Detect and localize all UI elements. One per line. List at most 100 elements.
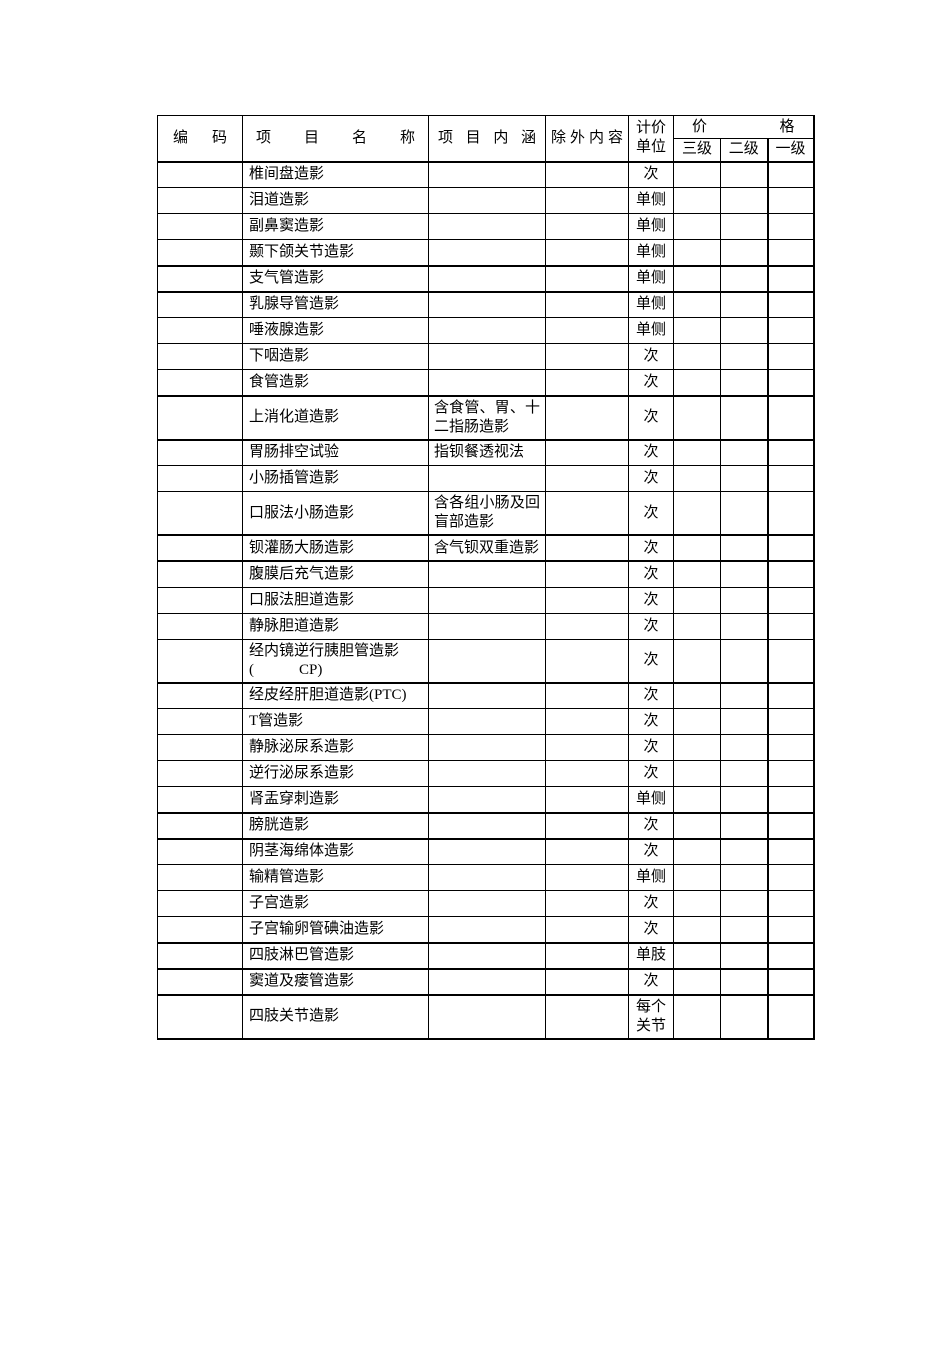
cell-price-level2 <box>720 811 768 839</box>
header-item-content: 项目内涵 <box>428 115 546 162</box>
cell-item-content <box>428 160 546 188</box>
table-row: 唾液腺造影 单侧 <box>157 317 815 344</box>
cell-exclusion <box>545 837 629 865</box>
header-row-main: 编码 项目名称 项目内涵 除外内容 计价单位 价格 <box>157 115 815 162</box>
cell-price-level1 <box>766 586 815 614</box>
cell-pricing-unit: 次 <box>628 160 674 188</box>
cell-item-name: 四肢淋巴管造影 <box>242 941 429 969</box>
cell-code <box>157 465 243 492</box>
cell-item-name: 肾盂穿刺造影 <box>242 786 429 813</box>
cell-pricing-unit: 次 <box>628 491 674 536</box>
cell-price-level3 <box>673 465 721 492</box>
cell-price-level3 <box>673 586 721 614</box>
cell-price-level2 <box>720 708 768 735</box>
cell-price-level3 <box>673 491 721 536</box>
table-row: 小肠插管造影 次 <box>157 465 815 492</box>
cell-pricing-unit: 单肢 <box>628 941 674 969</box>
cell-exclusion <box>545 638 629 683</box>
cell-item-name: 窦道及瘘管造影 <box>242 967 429 995</box>
cell-item-content <box>428 343 546 370</box>
cell-code <box>157 864 243 891</box>
cell-price-level3 <box>673 560 721 588</box>
cell-price-level2 <box>720 864 768 891</box>
cell-code <box>157 681 243 709</box>
cell-item-content: 含气钡双重造影 <box>428 534 546 562</box>
cell-price-level1 <box>766 708 815 735</box>
cell-price-level2 <box>720 681 768 709</box>
table-row: 椎间盘造影 次 <box>157 160 815 188</box>
table-body: 椎间盘造影次泪道造影 单侧 副鼻窦造影 单侧 颞下颌关节造影 单侧 支气管造影 单侧 乳腺导管造… <box>157 160 815 1040</box>
table-row: 支气管造影 单侧 <box>157 264 815 292</box>
cell-pricing-unit: 次 <box>628 612 674 640</box>
table-row: 胃肠排空试验 指钡餐透视法 次 <box>157 438 815 466</box>
cell-pricing-unit: 单侧 <box>628 213 674 240</box>
cell-price-level2 <box>720 786 768 813</box>
cell-pricing-unit: 次 <box>628 638 674 683</box>
cell-price-level2 <box>720 394 768 440</box>
cell-item-name: 腹膜后充气造影 <box>242 560 429 588</box>
cell-price-level1 <box>766 438 815 466</box>
cell-price-level3 <box>673 343 721 370</box>
cell-price-level1 <box>766 681 815 709</box>
table-row: 口服法胆道造影 次 <box>157 586 815 614</box>
table-row: 阴茎海绵体造影 次 <box>157 837 815 865</box>
table-row: 经内镜逆行胰胆管造影 ( CP) 次 <box>157 638 815 683</box>
cell-code <box>157 213 243 240</box>
cell-item-name: 阴茎海绵体造影 <box>242 837 429 865</box>
cell-item-name: 静脉胆道造影 <box>242 612 429 640</box>
header-item-name: 项目名称 <box>242 115 429 162</box>
cell-pricing-unit: 次 <box>628 967 674 995</box>
cell-item-name: 泪道造影 <box>242 187 429 214</box>
cell-item-content <box>428 586 546 614</box>
cell-code <box>157 438 243 466</box>
cell-price-level3 <box>673 394 721 440</box>
cell-pricing-unit: 次 <box>628 586 674 614</box>
header-row-price-levels: 三级 二级 一级 <box>158 138 815 162</box>
cell-price-level1 <box>766 213 815 240</box>
cell-pricing-unit: 次 <box>628 465 674 492</box>
cell-price-level2 <box>720 890 768 917</box>
cell-pricing-unit: 次 <box>628 394 674 440</box>
cell-exclusion <box>545 967 629 995</box>
cell-item-content <box>428 734 546 761</box>
cell-pricing-unit: 次 <box>628 369 674 396</box>
table-row: 窦道及瘘管造影 次 <box>157 967 815 995</box>
cell-item-name: 小肠插管造影 <box>242 465 429 492</box>
cell-code <box>157 239 243 266</box>
cell-item-name: 静脉泌尿系造影 <box>242 734 429 761</box>
cell-code <box>157 890 243 917</box>
cell-exclusion <box>545 160 629 188</box>
cell-price-level1 <box>766 491 815 536</box>
cell-price-level3 <box>673 864 721 891</box>
cell-exclusion <box>545 708 629 735</box>
cell-item-content <box>428 465 546 492</box>
cell-exclusion <box>545 187 629 214</box>
cell-exclusion <box>545 317 629 344</box>
cell-exclusion <box>545 534 629 562</box>
cell-item-name: 椎间盘造影 <box>242 160 429 188</box>
cell-price-level2 <box>720 967 768 995</box>
cell-price-level2 <box>720 941 768 969</box>
cell-price-level3 <box>673 534 721 562</box>
cell-code <box>157 612 243 640</box>
cell-price-level1 <box>766 941 815 969</box>
cell-price-level2 <box>720 343 768 370</box>
cell-item-content <box>428 967 546 995</box>
cell-code <box>157 638 243 683</box>
cell-price-level1 <box>766 394 815 440</box>
cell-exclusion <box>545 760 629 787</box>
table-row: 四肢淋巴管造影 单肢 <box>157 941 815 969</box>
cell-exclusion <box>545 394 629 440</box>
cell-price-level2 <box>720 369 768 396</box>
cell-price-level3 <box>673 239 721 266</box>
cell-pricing-unit: 单侧 <box>628 187 674 214</box>
table-row: 子宫输卵管碘油造影 次 <box>157 916 815 943</box>
header-level-3: 三级 <box>673 138 721 162</box>
cell-item-name: 副鼻窦造影 <box>242 213 429 240</box>
cell-exclusion <box>545 681 629 709</box>
cell-pricing-unit: 单侧 <box>628 786 674 813</box>
cell-item-name: 上消化道造影 <box>242 394 429 440</box>
table-row: 钡灌肠大肠造影 含气钡双重造影 次 <box>157 534 815 562</box>
cell-pricing-unit: 次 <box>628 837 674 865</box>
cell-price-level2 <box>720 916 768 943</box>
